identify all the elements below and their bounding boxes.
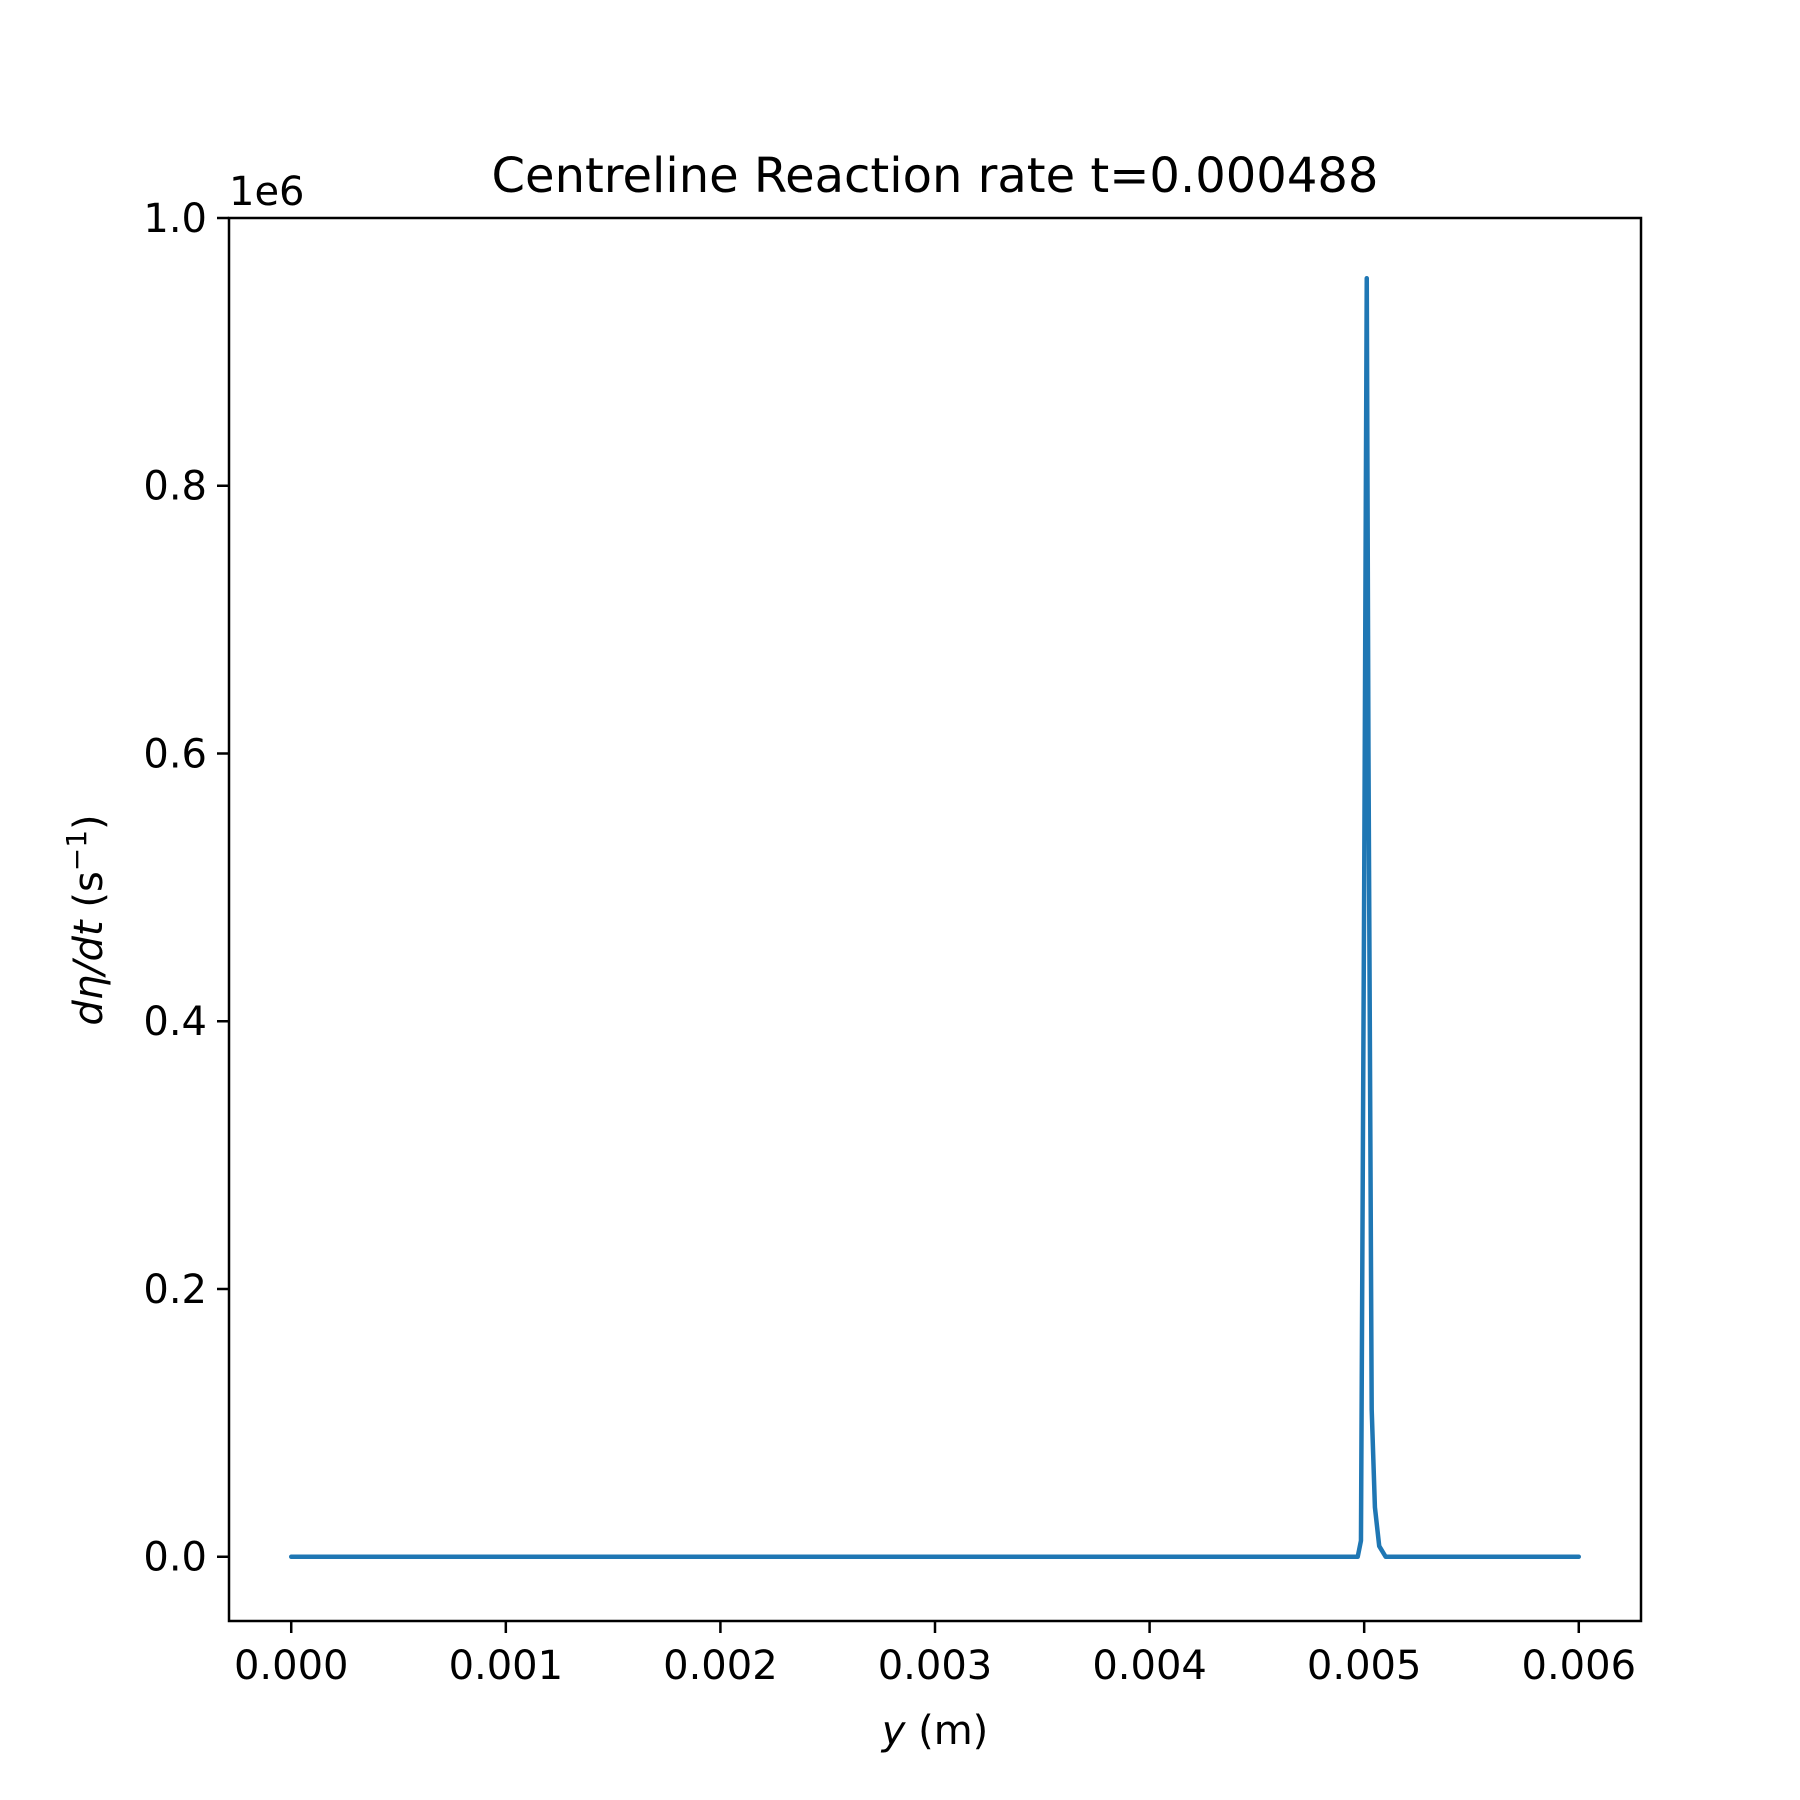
y-axis-label: dη/dt (s−1) (60, 814, 113, 1025)
y-tick-label: 0.6 (143, 731, 207, 777)
y-axis-multiplier: 1e6 (229, 169, 305, 215)
y-tick-label: 0.8 (143, 464, 207, 510)
series-line-0 (288, 275, 1582, 1559)
y-tick-label: 0.0 (143, 1535, 207, 1581)
x-axis-variable: y (881, 1708, 907, 1754)
x-tick-label: 0.002 (663, 1643, 778, 1689)
y-axis: 0.0 0.2 0.4 0.6 0.8 1.0 (143, 196, 229, 1581)
y-tick-label: 1.0 (143, 196, 207, 242)
y-tick-label: 0.4 (143, 999, 207, 1045)
chart-title: Centreline Reaction rate t=0.000488 (492, 148, 1379, 204)
plot-area (288, 275, 1582, 1559)
y-axis-unit-close: ) (66, 814, 112, 830)
series-layer (288, 275, 1582, 1559)
x-axis-label: y (m) (881, 1708, 989, 1754)
x-tick-label: 0.004 (1092, 1643, 1207, 1689)
y-axis-unit-open: (s (66, 871, 112, 920)
x-tick-label: 0.005 (1307, 1643, 1422, 1689)
x-tick-label: 0.000 (234, 1643, 349, 1689)
x-tick-label: 0.001 (449, 1643, 564, 1689)
x-tick-label: 0.006 (1522, 1643, 1637, 1689)
x-axis-unit: (m) (905, 1708, 988, 1754)
x-axis: 0.000 0.001 0.002 0.003 0.004 0.005 0.006 (234, 1621, 1636, 1689)
y-axis-unit-exponent: −1 (60, 830, 93, 871)
x-tick-label: 0.003 (878, 1643, 993, 1689)
y-axis-variable: dη/dt (66, 919, 112, 1026)
y-tick-label: 0.2 (143, 1267, 207, 1313)
